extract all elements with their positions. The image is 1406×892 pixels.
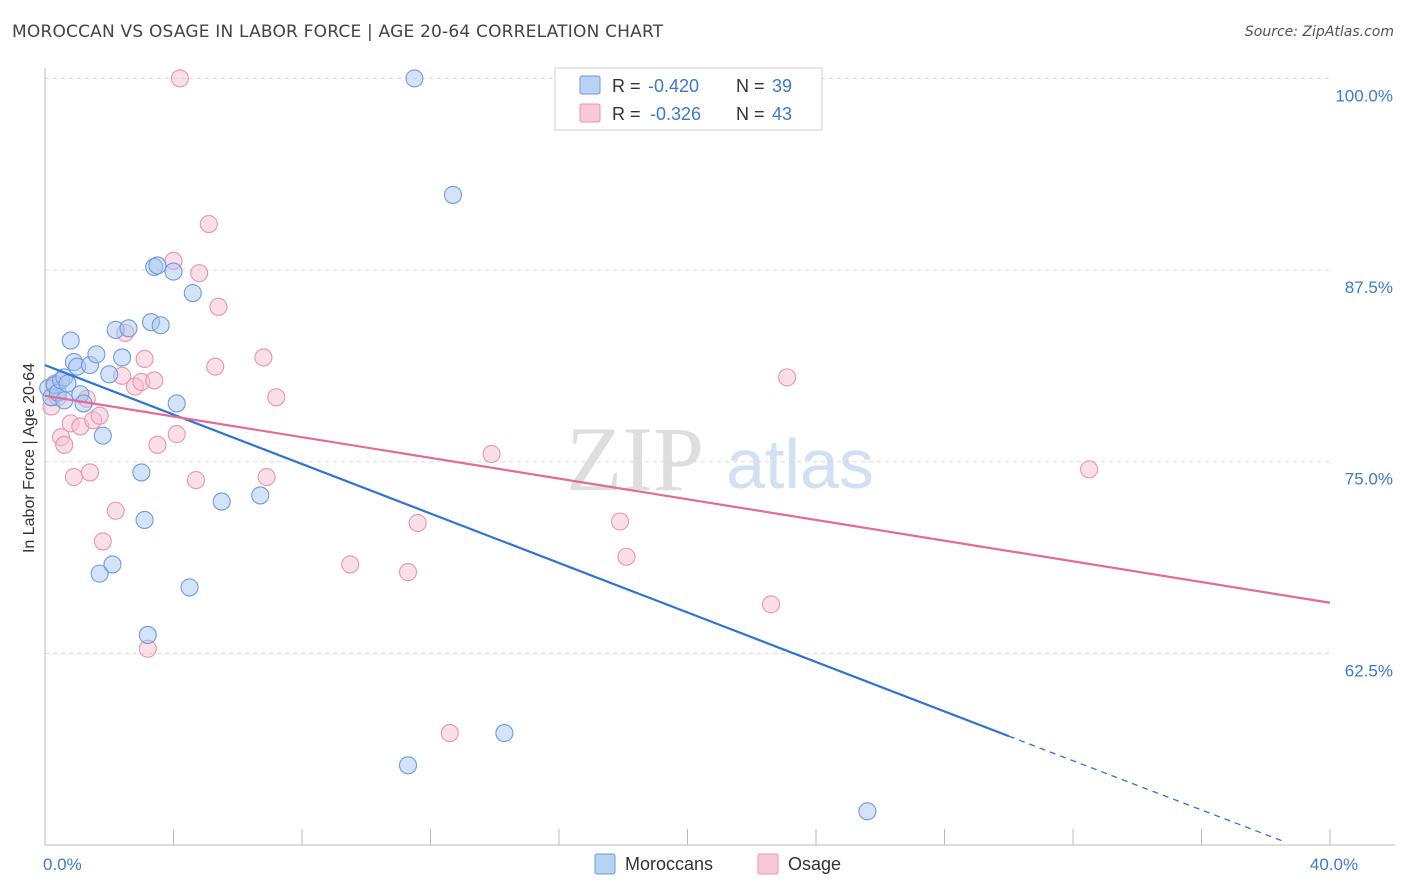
legend: Moroccans Osage (594, 853, 841, 875)
stats-swatch-pink (579, 103, 601, 123)
moroccans-point (443, 185, 463, 204)
stats-n-value-1: 39 (772, 76, 792, 96)
moroccans-point (58, 374, 77, 393)
osage-point (761, 595, 781, 614)
moroccans-point (138, 625, 157, 645)
osage-point (398, 563, 418, 582)
osage-point (610, 512, 630, 531)
osage-point (206, 357, 225, 376)
x-tick-label: 0.0% (43, 855, 82, 874)
moroccans-point (61, 331, 80, 350)
osage-point (148, 435, 167, 454)
osage-point (170, 69, 189, 88)
y-tick-label: 87.5% (1345, 278, 1393, 297)
moroccans-point (180, 578, 199, 597)
y-tick-label: 62.5% (1345, 661, 1393, 680)
moroccans-point (405, 69, 424, 88)
moroccans-point (167, 394, 186, 413)
moroccans-point (119, 319, 138, 338)
osage-point (254, 348, 273, 367)
osage-point (190, 264, 209, 283)
y-tick-labels: 100.0% 87.5% 75.0% 62.5% (1335, 86, 1393, 680)
moroccans-point (93, 426, 112, 445)
osage-point (199, 215, 218, 234)
moroccans-trend-extension (1008, 735, 1286, 843)
osage-point (80, 463, 100, 482)
y-tick-label: 100.0% (1335, 86, 1393, 105)
osage-point (55, 435, 74, 454)
moroccans-point (495, 724, 514, 743)
trend-lines (44, 364, 1331, 843)
moroccans-point (135, 510, 154, 530)
osage-trend-line (44, 394, 1331, 604)
legend-swatch-osage (757, 853, 779, 875)
moroccans-point (100, 365, 119, 384)
osage-point (440, 724, 459, 743)
osage-point (167, 425, 186, 444)
stats-r-value-1: -0.420 (648, 76, 699, 96)
watermark-zip: ZIP (566, 408, 704, 510)
source-label: Source: ZipAtlas.com (1244, 24, 1394, 40)
osage-point (186, 471, 206, 490)
stats-n-label-2: N = (736, 104, 765, 124)
stats-box: R = -0.420 N = 39 R = -0.326 N = 43 (554, 67, 823, 131)
x-tick-labels: 0.0% 40.0% (43, 855, 1358, 874)
axes (44, 68, 1395, 846)
y-tick-label: 75.0% (1345, 470, 1393, 489)
legend-label-osage: Osage (788, 854, 841, 874)
osage-point (267, 388, 286, 407)
moroccans-point (87, 345, 106, 364)
moroccans-point (183, 283, 202, 303)
moroccans-point (132, 463, 151, 482)
osage-point (90, 406, 109, 425)
osage-point (64, 467, 83, 487)
osage-point (341, 555, 360, 574)
osage-point (1080, 460, 1099, 479)
moroccans-point (164, 262, 183, 281)
moroccans-points (39, 69, 877, 821)
x-tick-label: 40.0% (1310, 855, 1358, 874)
moroccans-trend-line (44, 364, 1010, 738)
moroccans-point (251, 486, 270, 505)
osage-point (257, 467, 276, 487)
moroccans-point (148, 256, 167, 275)
watermark: ZIP atlas (566, 408, 874, 510)
osage-point (93, 532, 112, 551)
moroccans-point (113, 348, 132, 367)
moroccans-point (151, 316, 170, 335)
legend-swatch-moroccans (594, 853, 616, 875)
watermark-atlas: atlas (726, 425, 874, 503)
osage-point (209, 297, 228, 316)
moroccans-point (103, 555, 122, 574)
moroccans-point (398, 756, 418, 775)
osage-point (106, 501, 125, 520)
grid-lines (45, 77, 1330, 654)
chart-title: MOROCCAN VS OSAGE IN LABOR FORCE | AGE 2… (12, 22, 664, 42)
osage-point (482, 444, 501, 464)
osage-point (135, 349, 154, 369)
osage-point (778, 368, 797, 387)
stats-r-label-1: R = (612, 76, 641, 96)
osage-point (408, 513, 427, 533)
stats-r-value-2: -0.326 (650, 104, 701, 124)
osage-point (617, 547, 636, 566)
stats-swatch-blue (579, 75, 601, 95)
legend-label-moroccans: Moroccans (625, 854, 713, 874)
moroccans-point (858, 802, 877, 821)
stats-r-label-2: R = (612, 104, 641, 124)
moroccans-point (90, 564, 109, 583)
osage-point (145, 371, 164, 390)
osage-points (42, 69, 1099, 743)
y-axis-label: In Labor Force | Age 20-64 (21, 363, 38, 553)
stats-n-value-2: 43 (772, 104, 792, 124)
moroccans-point (212, 492, 231, 511)
stats-n-label-1: N = (736, 76, 765, 96)
